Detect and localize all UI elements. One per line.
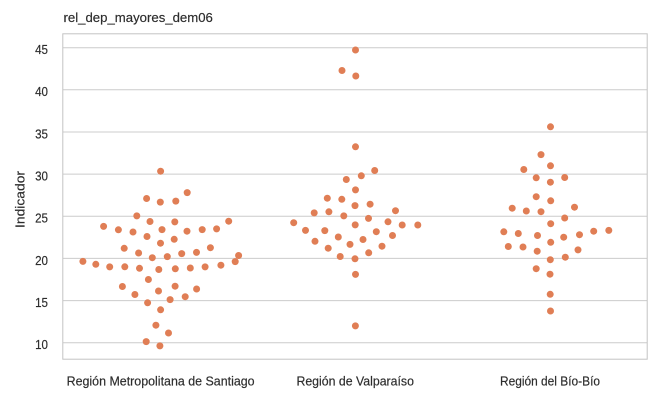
svg-text:35: 35 xyxy=(35,126,48,141)
svg-text:Región del Bío-Bío: Región del Bío-Bío xyxy=(500,374,600,389)
svg-text:20: 20 xyxy=(35,253,48,268)
svg-text:Región Metropolitana de Santia: Región Metropolitana de Santiago xyxy=(67,374,255,389)
svg-text:rel_dep_mayores_dem06: rel_dep_mayores_dem06 xyxy=(64,10,213,25)
svg-text:40: 40 xyxy=(35,84,48,99)
svg-text:10: 10 xyxy=(35,337,48,352)
svg-text:25: 25 xyxy=(35,211,48,226)
svg-text:Región de Valparaíso: Región de Valparaíso xyxy=(296,374,414,389)
svg-text:Indicador: Indicador xyxy=(13,170,28,228)
svg-text:45: 45 xyxy=(35,42,48,57)
svg-text:15: 15 xyxy=(35,295,48,310)
svg-text:30: 30 xyxy=(35,169,48,184)
